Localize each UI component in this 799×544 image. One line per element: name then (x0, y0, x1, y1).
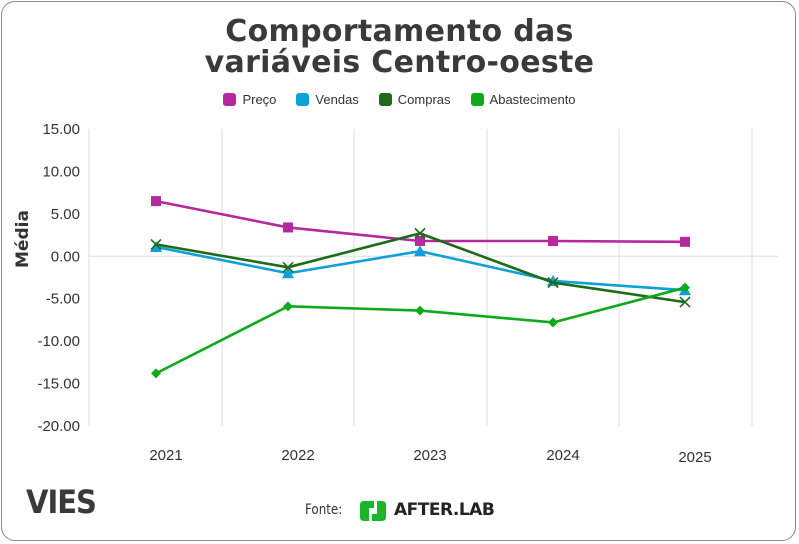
data-point-preco (151, 196, 161, 207)
chart-title-line-1: Comportamento das (225, 14, 574, 49)
data-point-abastecimento (151, 368, 161, 379)
x-tick-label: 2023 (413, 447, 446, 464)
y-tick-label: 15.00 (42, 121, 80, 138)
data-point-compras (547, 277, 559, 289)
data-point-vendas (414, 245, 426, 257)
legend-swatch (223, 93, 237, 106)
data-point-abastecimento (548, 317, 558, 328)
afterlab-logo-icon (360, 501, 386, 521)
source-label: Fonte: (305, 502, 343, 518)
legend: Preço Vendas Compras Abastecimento (0, 92, 799, 107)
series-line-preco (155, 199, 686, 244)
y-tick-label: 0.00 (51, 248, 80, 265)
data-point-compras (414, 227, 426, 239)
x-tick-label: 2022 (281, 447, 314, 464)
vies-logo: VIES (26, 483, 97, 521)
legend-label: Abastecimento (489, 92, 576, 107)
data-point-preco (548, 236, 558, 247)
legend-label: Vendas (315, 92, 359, 107)
chart-title: Comportamento das variáveis Centro-oeste (0, 16, 799, 78)
y-tick-label: -15.00 (37, 376, 80, 393)
data-point-vendas (150, 240, 162, 252)
chart-title-line-2: variáveis Centro-oeste (204, 45, 595, 80)
y-tick-label: 5.00 (51, 206, 80, 223)
y-tick-label: 10.00 (42, 163, 80, 180)
y-tick-label: -5.00 (46, 291, 80, 308)
data-point-compras (679, 296, 691, 308)
x-tick-label: 2025 (678, 449, 711, 466)
source-brand: AFTER.LAB (394, 500, 495, 520)
legend-item-abastecimento[interactable]: Abastecimento (470, 92, 576, 107)
x-tick-label: 2021 (149, 447, 182, 464)
legend-item-compras[interactable]: Compras (378, 92, 451, 107)
legend-label: Preço (242, 92, 277, 107)
y-tick-label: -20.00 (37, 418, 80, 435)
y-tick-label: -10.00 (37, 333, 80, 350)
data-point-vendas (282, 267, 294, 279)
legend-swatch (296, 93, 310, 106)
data-point-preco (283, 222, 293, 233)
x-tick-label: 2024 (546, 447, 579, 464)
legend-item-preco[interactable]: Preço (223, 92, 276, 107)
legend-item-vendas[interactable]: Vendas (296, 92, 359, 107)
data-point-abastecimento (283, 301, 293, 312)
data-point-preco (415, 236, 425, 247)
legend-swatch (470, 93, 484, 106)
legend-swatch (378, 93, 392, 106)
legend-label: Compras (397, 92, 451, 107)
series-line-abastecimento (155, 286, 686, 375)
data-point-compras (282, 261, 294, 273)
data-point-abastecimento (415, 305, 425, 316)
data-point-preco (680, 236, 690, 247)
data-point-compras (150, 238, 162, 250)
data-point-abastecimento (680, 282, 690, 293)
